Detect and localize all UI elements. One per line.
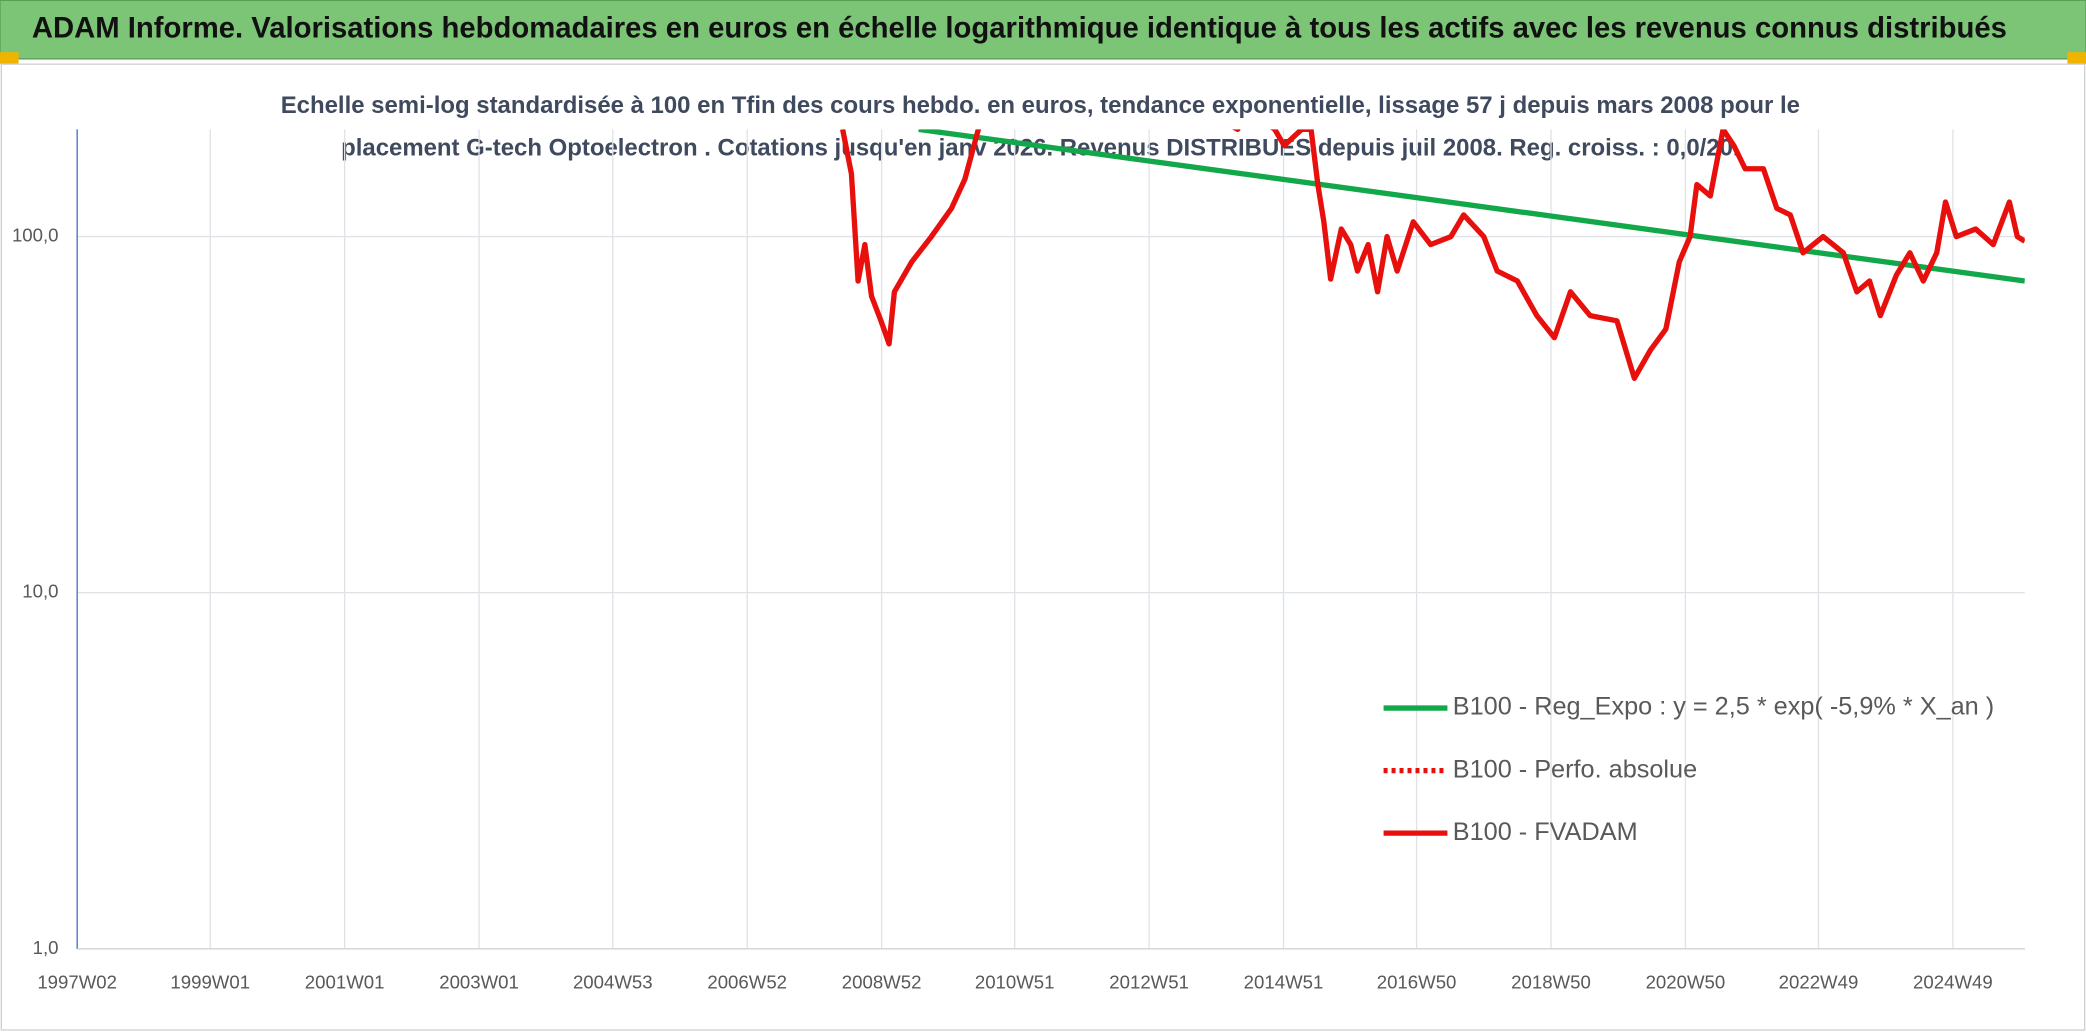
x-tick-label: 2008W52 — [842, 971, 922, 992]
x-tick-label: 2012W51 — [1109, 971, 1189, 992]
chart-title: ADAM Informe. Valorisations hebdomadaire… — [32, 12, 2007, 44]
legend-label: B100 - FVADAM — [1453, 818, 1638, 846]
x-tick-label: 2024W49 — [1913, 971, 1993, 992]
header-bar — [0, 0, 2086, 60]
x-tick-label: 2001W01 — [305, 971, 385, 992]
y-tick-label: 10,0 — [22, 581, 58, 602]
x-tick-label: 2016W50 — [1377, 971, 1457, 992]
x-tick-label: 2020W50 — [1646, 971, 1726, 992]
plot-area — [840, 129, 2025, 381]
series-line — [840, 129, 2025, 381]
x-tick-label: 2003W01 — [439, 971, 519, 992]
corner-mark — [2067, 52, 2086, 65]
x-tick-label: 2022W49 — [1779, 971, 1859, 992]
x-tick-label: 1997W02 — [37, 971, 117, 992]
x-tick-label: 2010W51 — [975, 971, 1055, 992]
x-tick-label: 2014W51 — [1244, 971, 1324, 992]
y-tick-label: 100,0 — [12, 224, 59, 245]
legend-label: B100 - Reg_Expo : y = 2,5 * exp( -5,9% *… — [1453, 693, 1994, 721]
x-tick-label: 2018W50 — [1511, 971, 1591, 992]
chart-subtitle: Echelle semi-log standardisée à 100 en T… — [281, 92, 1800, 119]
legend-label: B100 - Perfo. absolue — [1453, 755, 1697, 783]
x-tick-label: 2006W52 — [707, 971, 787, 992]
corner-mark — [0, 52, 19, 65]
series-line — [918, 129, 2025, 284]
chart-frame — [0, 63, 2086, 1031]
x-tick-label: 2004W53 — [573, 971, 653, 992]
y-tick-label: 1,0 — [33, 937, 59, 958]
x-tick-label: 1999W01 — [170, 971, 250, 992]
